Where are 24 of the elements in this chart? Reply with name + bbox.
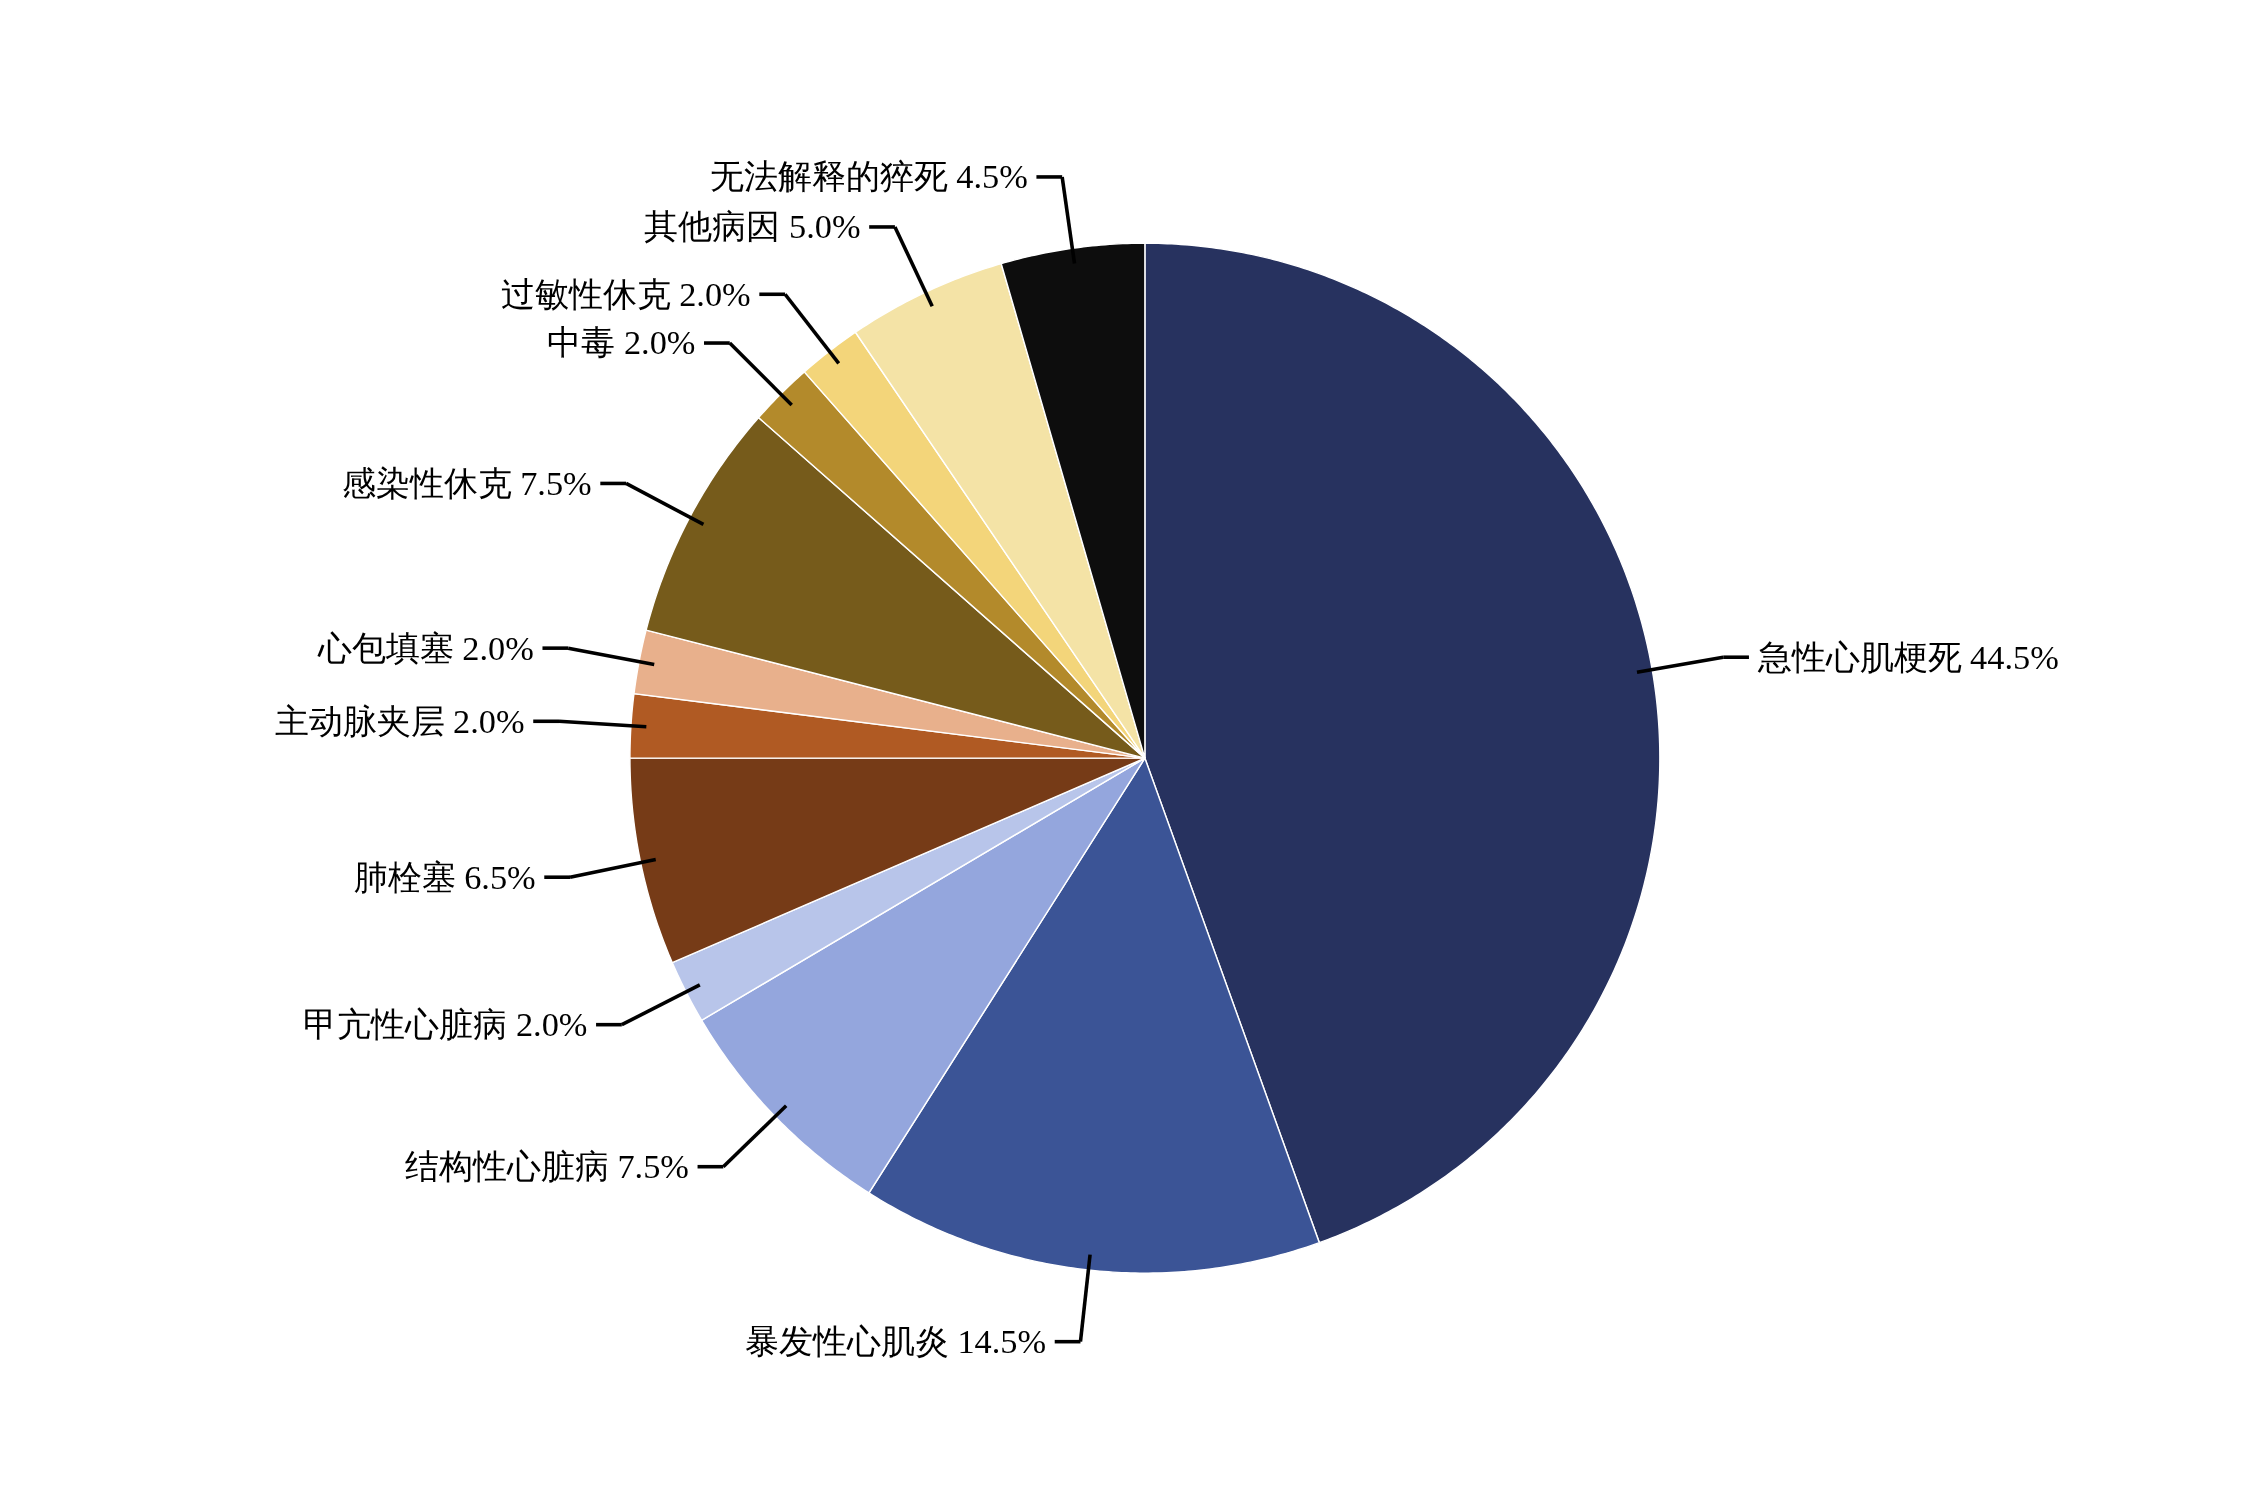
slice-label: 过敏性休克 bbox=[500, 274, 671, 313]
data-label: 7.5% bbox=[617, 1147, 689, 1186]
slice-label: 结构性心脏病 bbox=[404, 1147, 609, 1186]
slice-label: 肺栓塞 bbox=[353, 857, 456, 896]
data-label: 4.5% bbox=[956, 157, 1028, 196]
data-label: 6.5% bbox=[464, 857, 536, 896]
data-label: 2.0% bbox=[453, 701, 525, 740]
slice-label: 心包填塞 bbox=[316, 628, 454, 667]
data-label: 7.5% bbox=[520, 463, 592, 502]
slice-label: 无法解释的猝死 bbox=[709, 157, 948, 196]
data-label: 5.0% bbox=[789, 207, 861, 246]
data-label: 2.0% bbox=[462, 628, 534, 667]
data-label: 2.0% bbox=[679, 274, 751, 313]
slice-label: 甲亢性心脏病 bbox=[303, 1005, 508, 1044]
slice-label: 急性心肌梗死 bbox=[1756, 637, 1962, 676]
slice-label: 其他病因 bbox=[644, 207, 781, 246]
data-label: 2.0% bbox=[623, 323, 696, 362]
data-label: 2.0% bbox=[515, 1005, 588, 1044]
slice-label: 主动脉夹层 bbox=[274, 701, 445, 740]
data-label: 14.5% bbox=[957, 1322, 1047, 1361]
data-label: 44.5% bbox=[1970, 637, 2059, 676]
slice-label: 中毒 bbox=[547, 323, 616, 362]
slice-label: 感染性休克 bbox=[341, 463, 512, 502]
slice-label: 暴发性心肌炎 bbox=[744, 1322, 949, 1361]
